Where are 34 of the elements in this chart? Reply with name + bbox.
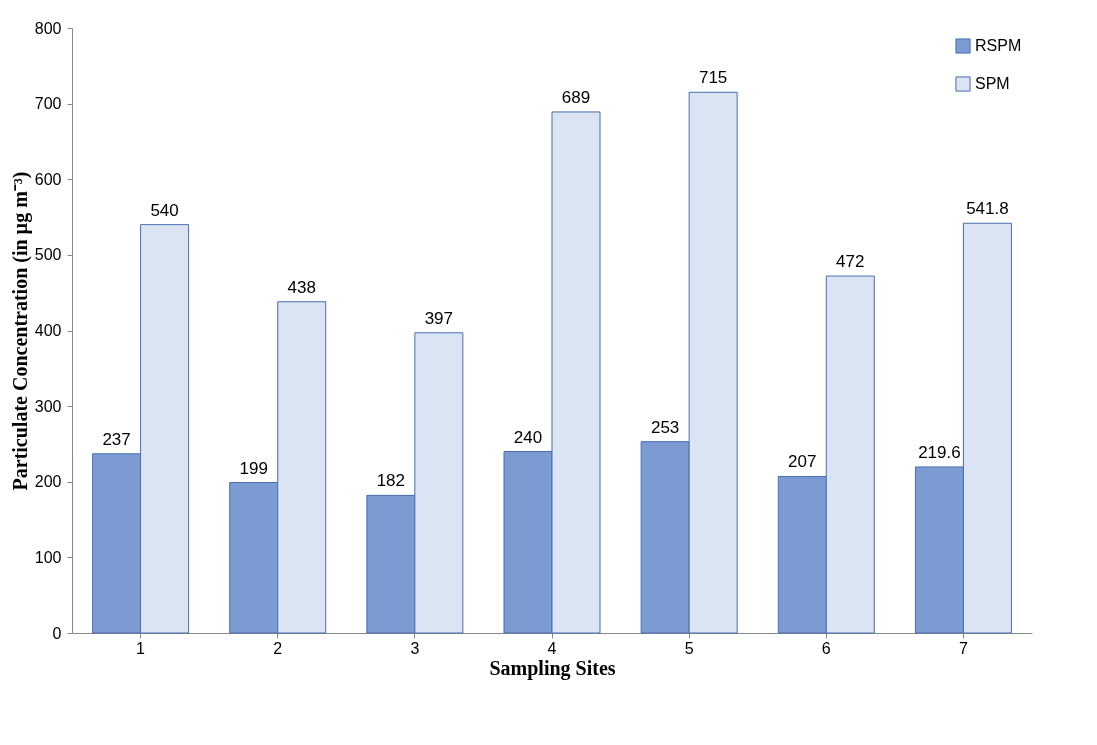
data-label: 472: [836, 252, 865, 272]
data-label: 207: [788, 452, 817, 472]
y-tick-label: 400: [34, 322, 62, 339]
data-label: 540: [150, 200, 179, 220]
legend-label: RSPM: [975, 37, 1022, 54]
data-label: 182: [376, 471, 406, 491]
x-tick-label: 6: [821, 639, 831, 657]
data-label: 199: [239, 458, 268, 478]
data-label: 541.8: [966, 199, 1009, 219]
x-tick-label: 5: [684, 639, 694, 657]
x-tick-label: 7: [958, 639, 968, 657]
data-label: 438: [287, 277, 316, 297]
x-axis-title: Sampling Sites: [489, 656, 616, 680]
x-tick-label: 3: [410, 639, 420, 657]
x-tick-label: 4: [547, 639, 557, 657]
y-tick-label: 0: [52, 624, 62, 642]
y-tick-label: 200: [34, 473, 62, 491]
data-label: 237: [102, 429, 131, 449]
x-tick-label: 1: [136, 639, 146, 657]
data-label: 715: [698, 68, 728, 88]
y-tick-label: 800: [34, 19, 62, 37]
data-label: 253: [650, 417, 680, 437]
data-label: 240: [513, 427, 543, 447]
y-tick-label: 300: [34, 397, 62, 415]
y-tick-label: 700: [34, 95, 62, 113]
x-tick-label: 2: [273, 639, 283, 657]
y-tick-label: 600: [34, 170, 62, 188]
y-tick-label: 100: [34, 548, 62, 566]
legend-label: SPM: [975, 75, 1010, 92]
data-label: 689: [561, 87, 591, 107]
data-label: 219.6: [918, 442, 961, 462]
y-axis-title: Particulate Concentration (in µg m⁻³): [8, 171, 32, 491]
y-tick-label: 500: [34, 246, 62, 264]
data-label: 397: [424, 308, 454, 328]
